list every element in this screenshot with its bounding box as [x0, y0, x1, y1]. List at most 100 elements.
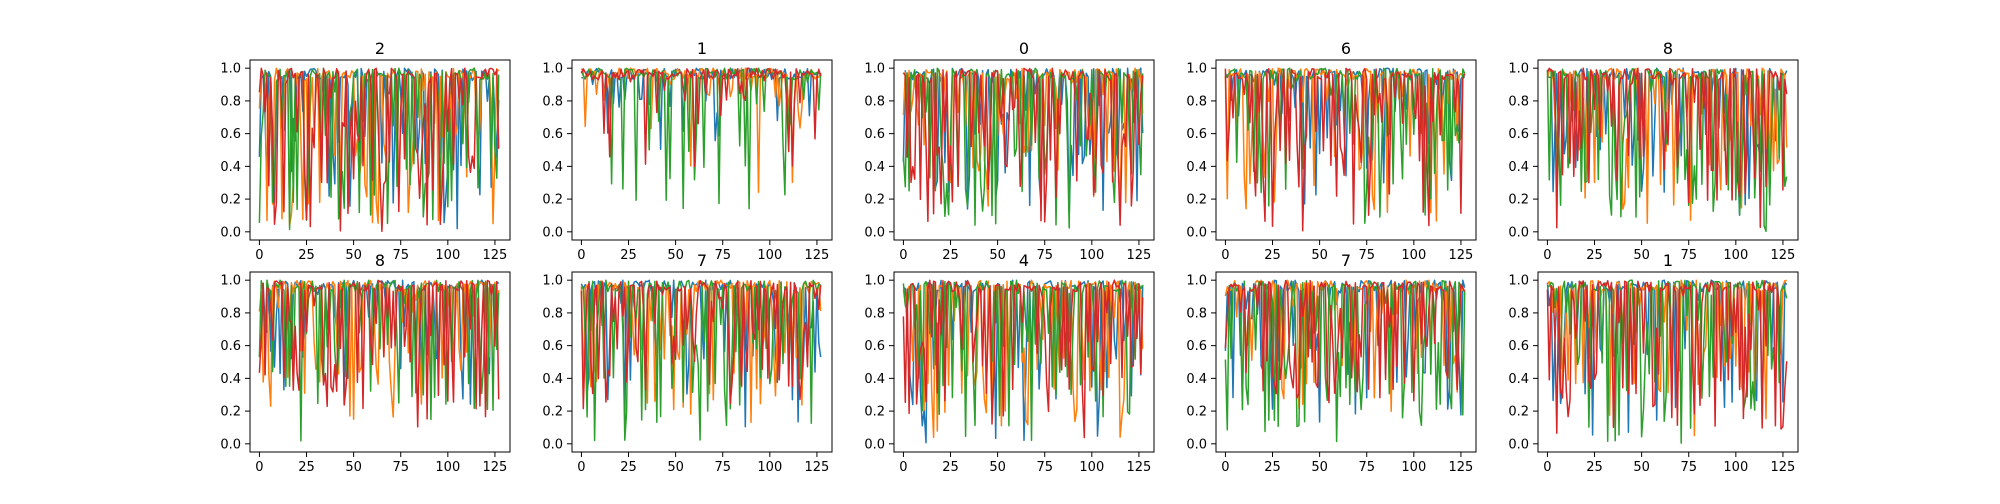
- x-tick-label: 125: [483, 460, 508, 475]
- axes-frame: [249, 59, 511, 241]
- x-tick-label: 25: [942, 248, 959, 263]
- subplot-7: 4 0 25 50 75 100 125 0.0 0.2 0.4 0.6 0.8 1.0: [864, 251, 1155, 475]
- y-tick-label: 0.4: [864, 372, 885, 387]
- subplot-0: 2 0 25 50 75 100 125 0.0 0.2 0.4 0.6 0.8 1.0: [220, 39, 511, 263]
- y-tick-label: 0.0: [542, 225, 563, 240]
- series-line-3: [902, 67, 1144, 226]
- subplot-title: 0: [1019, 39, 1029, 58]
- x-tick-label: 75: [1358, 248, 1375, 263]
- y-tick-label: 0.8: [542, 94, 563, 109]
- y-tick-label: 0.4: [542, 160, 563, 175]
- y-tick-label: 0.2: [1508, 193, 1529, 208]
- y-tick-label: 0.0: [864, 437, 885, 452]
- x-tick-label: 0: [1543, 460, 1551, 475]
- x-tick-label: 75: [1680, 248, 1697, 263]
- subplot-title: 8: [375, 251, 385, 270]
- subplot-title: 7: [1341, 251, 1351, 270]
- y-tick-label: 0.2: [542, 405, 563, 420]
- y-tick-label: 1.0: [864, 62, 885, 77]
- x-tick-label: 100: [1079, 248, 1104, 263]
- axes-frame: [893, 271, 1155, 453]
- subplot-title: 1: [697, 39, 707, 58]
- y-tick-label: 0.0: [220, 225, 241, 240]
- series-line-3: [258, 67, 500, 233]
- x-tick-label: 125: [1127, 460, 1152, 475]
- y-tick-label: 0.8: [1508, 306, 1529, 321]
- series-line-3: [580, 279, 822, 410]
- x-tick-label: 100: [435, 248, 460, 263]
- x-tick-label: 0: [899, 248, 907, 263]
- series-line-2: [258, 279, 500, 442]
- x-tick-label: 25: [1586, 460, 1603, 475]
- axes-frame: [249, 271, 511, 453]
- y-tick-label: 1.0: [1508, 62, 1529, 77]
- subplot-2: 0 0 25 50 75 100 125 0.0 0.2 0.4 0.6 0.8 1.0: [864, 39, 1155, 263]
- axes-frame: [893, 59, 1155, 241]
- x-tick-label: 25: [620, 248, 637, 263]
- x-tick-label: 50: [667, 248, 684, 263]
- x-tick-label: 100: [757, 248, 782, 263]
- x-tick-label: 50: [345, 248, 362, 263]
- x-tick-label: 100: [1401, 460, 1426, 475]
- x-tick-label: 125: [805, 248, 830, 263]
- x-tick-label: 75: [1680, 460, 1697, 475]
- y-tick-label: 0.6: [1186, 127, 1207, 142]
- x-tick-label: 75: [1036, 460, 1053, 475]
- y-tick-label: 1.0: [1186, 62, 1207, 77]
- y-tick-label: 0.4: [220, 372, 241, 387]
- x-tick-label: 0: [577, 460, 585, 475]
- y-tick-label: 0.2: [864, 193, 885, 208]
- y-tick-label: 0.4: [1508, 372, 1529, 387]
- y-tick-label: 0.0: [220, 437, 241, 452]
- y-tick-label: 0.4: [1186, 160, 1207, 175]
- series-line-2: [580, 279, 822, 442]
- y-tick-label: 0.6: [220, 339, 241, 354]
- x-tick-label: 125: [1771, 248, 1796, 263]
- x-tick-label: 75: [714, 248, 731, 263]
- series-line-3: [1224, 279, 1466, 404]
- y-tick-label: 0.2: [220, 405, 241, 420]
- x-tick-label: 75: [392, 248, 409, 263]
- x-tick-label: 25: [1264, 248, 1281, 263]
- x-tick-label: 125: [1771, 460, 1796, 475]
- y-tick-label: 0.6: [1186, 339, 1207, 354]
- subplot-9: 1 0 25 50 75 100 125 0.0 0.2 0.4 0.6 0.8 1.0: [1508, 251, 1799, 475]
- y-tick-label: 0.8: [1508, 94, 1529, 109]
- series-line-3: [1224, 67, 1466, 232]
- x-tick-label: 50: [667, 460, 684, 475]
- y-tick-label: 0.2: [1508, 405, 1529, 420]
- subplot-title: 8: [1663, 39, 1673, 58]
- y-tick-label: 0.4: [220, 160, 241, 175]
- x-tick-label: 75: [1358, 460, 1375, 475]
- x-tick-label: 0: [1221, 460, 1229, 475]
- series-line-2: [1546, 68, 1788, 233]
- x-tick-label: 0: [255, 248, 263, 263]
- y-tick-label: 1.0: [220, 62, 241, 77]
- x-tick-label: 125: [805, 460, 830, 475]
- y-tick-label: 0.8: [864, 94, 885, 109]
- y-tick-label: 1.0: [1186, 274, 1207, 289]
- x-tick-label: 25: [942, 460, 959, 475]
- x-tick-label: 75: [714, 460, 731, 475]
- x-tick-label: 50: [1633, 248, 1650, 263]
- y-tick-label: 1.0: [220, 274, 241, 289]
- y-tick-label: 1.0: [542, 274, 563, 289]
- x-tick-label: 25: [1264, 460, 1281, 475]
- axes-frame: [1537, 271, 1799, 453]
- y-tick-label: 0.0: [1186, 225, 1207, 240]
- series-line-3: [902, 279, 1144, 439]
- series-line-3: [258, 279, 500, 428]
- x-tick-label: 125: [1449, 460, 1474, 475]
- x-tick-label: 100: [435, 460, 460, 475]
- x-tick-label: 100: [1401, 248, 1426, 263]
- x-tick-label: 100: [1079, 460, 1104, 475]
- y-tick-label: 0.8: [220, 94, 241, 109]
- axes-frame: [571, 59, 833, 241]
- y-tick-label: 0.0: [1186, 437, 1207, 452]
- x-tick-label: 100: [757, 460, 782, 475]
- y-tick-label: 0.8: [864, 306, 885, 321]
- axes-frame: [571, 271, 833, 453]
- axes-frame: [1537, 59, 1799, 241]
- y-tick-label: 0.0: [1508, 437, 1529, 452]
